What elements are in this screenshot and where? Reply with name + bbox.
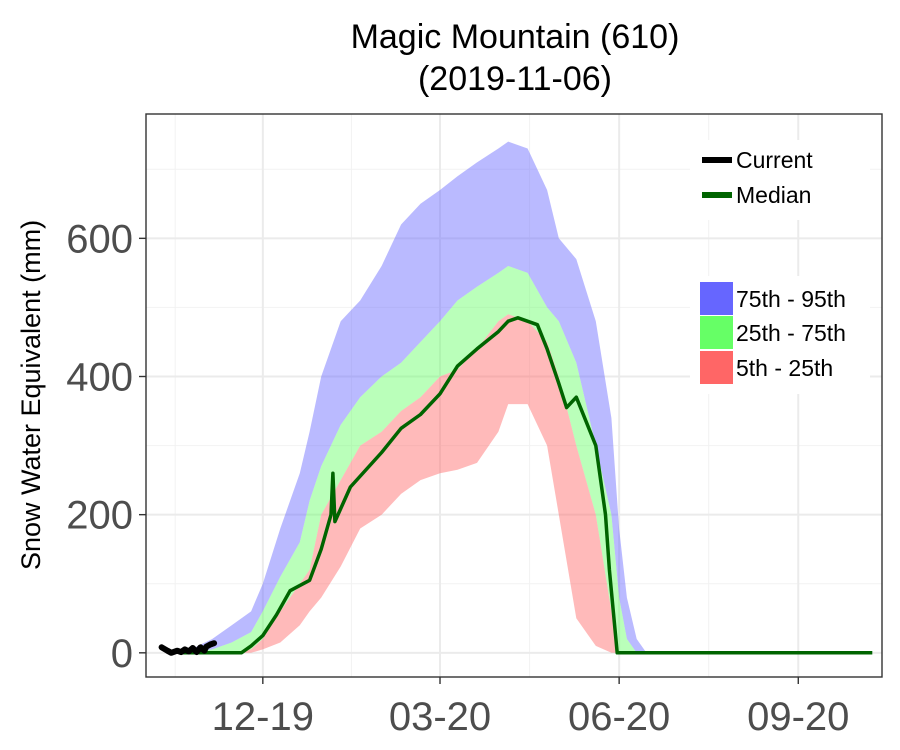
legend-lines-background: [690, 140, 870, 220]
legend-median-label: Median: [736, 182, 811, 208]
y-tick-label: 400: [66, 356, 133, 400]
median-line: [181, 316, 873, 655]
legend-band-25-75-swatch: [700, 316, 733, 349]
current-line: [158, 640, 218, 656]
legend-current-label: Current: [736, 147, 813, 173]
x-tick-label: 06-20: [568, 695, 670, 739]
y-tick-label: 0: [111, 632, 133, 676]
x-tick-label: 09-20: [747, 695, 849, 739]
band-75-95: [171, 141, 857, 653]
legend-band-5-25-label: 5th - 25th: [736, 355, 833, 381]
legend-band-5-25-swatch: [700, 351, 733, 384]
chart-subtitle: (2019-11-06): [418, 60, 612, 98]
panel-border: [145, 113, 883, 678]
legend: Current Median 75th - 95th 25th - 75th 5…: [690, 140, 870, 394]
y-tick-label: 200: [66, 494, 133, 538]
band-5-25: [171, 314, 857, 653]
series-lines: [158, 316, 873, 656]
legend-band-75-95-swatch: [700, 282, 733, 315]
legend-band-25-75-label: 25th - 75th: [736, 320, 846, 346]
percentile-bands: [171, 141, 857, 653]
axis-ticks: 0 200 400 600 12-19 03-20 06-20 09-20: [66, 217, 849, 739]
x-tick-label: 12-19: [212, 695, 314, 739]
legend-band-75-95-label: 75th - 95th: [736, 286, 846, 312]
chart-title: Magic Mountain (610): [351, 18, 680, 56]
y-tick-label: 600: [66, 217, 133, 261]
y-axis-title: Snow Water Equivalent (mm): [16, 220, 46, 570]
x-tick-label: 03-20: [389, 695, 491, 739]
